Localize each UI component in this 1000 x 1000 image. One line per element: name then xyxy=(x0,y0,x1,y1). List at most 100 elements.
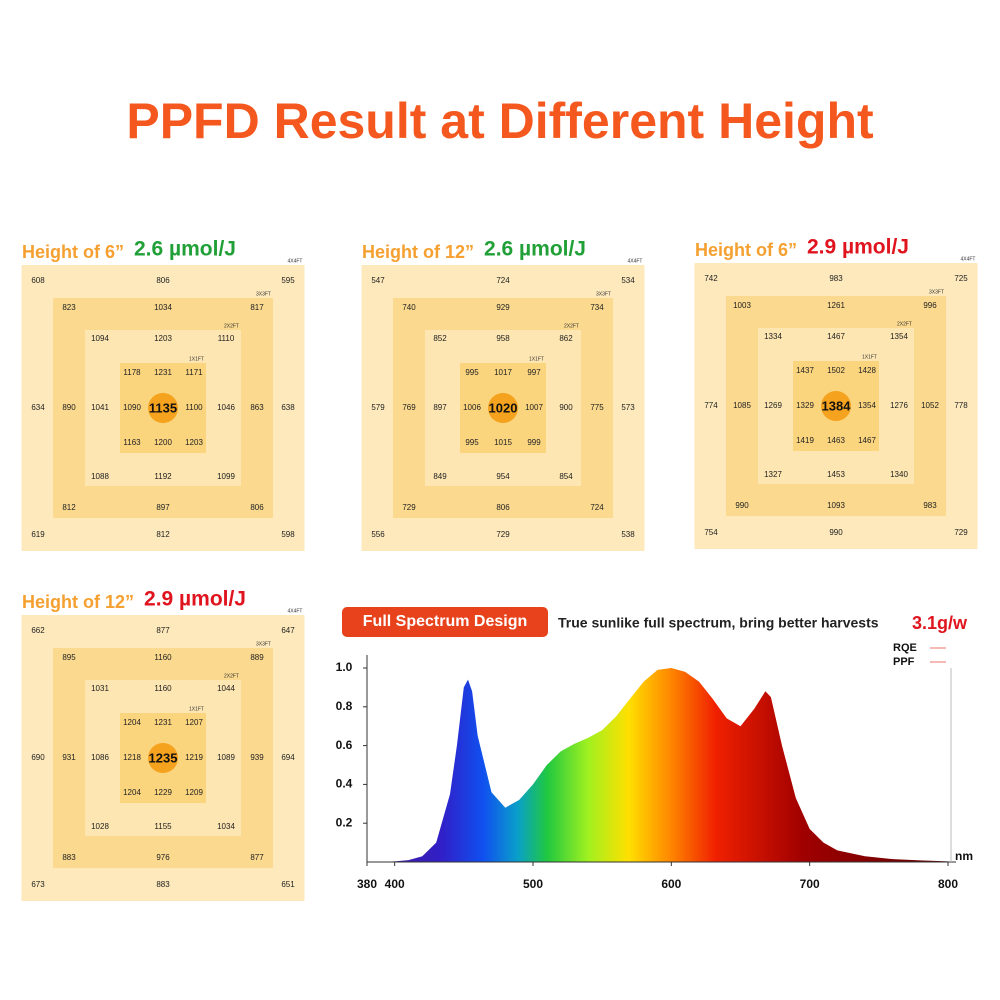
ppfd-value: 638 xyxy=(281,403,295,412)
center-value: 1020 xyxy=(489,400,518,415)
ppfd-value: 883 xyxy=(62,853,76,862)
ppfd-value: 1100 xyxy=(185,403,203,412)
ppfd-value: 724 xyxy=(590,503,604,512)
x-tick-label: 400 xyxy=(385,877,405,891)
ppfd-value: 849 xyxy=(433,472,447,481)
ppfd-value: 729 xyxy=(496,530,510,539)
ppfd-value: 897 xyxy=(433,403,447,412)
ppfd-value: 862 xyxy=(559,334,573,343)
ppfd-value: 742 xyxy=(704,274,718,283)
spectrum-area xyxy=(367,668,948,862)
ppfd-value: 690 xyxy=(31,753,45,762)
ppfd-value: 725 xyxy=(954,274,968,283)
efficiency: 2.9 µmol/J xyxy=(807,236,909,259)
ppfd-value: 1015 xyxy=(494,438,512,447)
ppfd-value: 883 xyxy=(156,880,170,889)
area-label: 4X4FT xyxy=(287,608,302,614)
ppfd-value: 1203 xyxy=(154,334,172,343)
ppfd-value: 863 xyxy=(250,403,264,412)
ppfd-value: 1163 xyxy=(123,438,141,447)
ppfd-value: 806 xyxy=(496,503,510,512)
page-title: PPFD Result at Different Height xyxy=(126,93,874,149)
ppfd-value: 877 xyxy=(156,626,170,635)
ppfd-value: 990 xyxy=(735,501,749,510)
ppfd-value: 538 xyxy=(621,530,635,539)
ppfd-value: 806 xyxy=(156,276,170,285)
ppfd-value: 958 xyxy=(496,334,510,343)
ppfd-value: 1155 xyxy=(154,822,172,831)
ppfd-value: 579 xyxy=(371,403,385,412)
ppfd-value: 573 xyxy=(621,403,635,412)
area-label: 1X1FT xyxy=(529,356,544,362)
x-tick-label: 500 xyxy=(523,877,543,891)
center-dot xyxy=(488,393,518,423)
ppfd-value: 1006 xyxy=(463,403,481,412)
legend-label: PPF xyxy=(893,656,915,668)
ppfd-value: 651 xyxy=(281,880,295,889)
ppfd-value: 1046 xyxy=(217,403,235,412)
banner-text: Full Spectrum Design xyxy=(363,613,527,630)
ppfd-value: 1218 xyxy=(123,753,141,762)
ppfd-value: 976 xyxy=(156,853,170,862)
ppfd-value: 1052 xyxy=(921,401,939,410)
x-tick-label: 700 xyxy=(800,877,820,891)
area-label: 4X4FT xyxy=(627,258,642,264)
ppfd-value: 1031 xyxy=(91,684,109,693)
area-label: 3X3FT xyxy=(929,289,944,295)
ppfd-value: 1093 xyxy=(827,501,845,510)
ppfd-value: 1160 xyxy=(154,653,172,662)
center-value: 1235 xyxy=(149,750,178,765)
ppfd-value: 1219 xyxy=(185,753,203,762)
ppfd-value: 1094 xyxy=(91,334,109,343)
ppfd-value: 1207 xyxy=(185,718,203,727)
ppfd-value: 1453 xyxy=(827,470,845,479)
ppfd-value: 995 xyxy=(465,368,479,377)
ppfd-value: 598 xyxy=(281,530,295,539)
area-label: 3X3FT xyxy=(596,291,611,297)
ppfd-value: 1017 xyxy=(494,368,512,377)
height-label: Height of 6” xyxy=(22,242,124,262)
area-label: 1X1FT xyxy=(189,356,204,362)
ppfd-value: 1419 xyxy=(796,436,814,445)
y-tick-label: 0.4 xyxy=(336,777,353,791)
ppfd-value: 595 xyxy=(281,276,295,285)
ppfd-value: 1171 xyxy=(185,368,203,377)
ppfd-value: 817 xyxy=(250,303,264,312)
ppfd-value: 939 xyxy=(250,753,264,762)
ppfd-value: 1041 xyxy=(91,403,109,412)
ppfd-value: 1085 xyxy=(733,401,751,410)
ppfd-value: 983 xyxy=(829,274,843,283)
ppfd-value: 619 xyxy=(31,530,45,539)
ppfd-value: 556 xyxy=(371,530,385,539)
ppfd-value: 1354 xyxy=(890,332,908,341)
ppfd-value: 823 xyxy=(62,303,76,312)
ppfd-value: 729 xyxy=(402,503,416,512)
area-label: 4X4FT xyxy=(960,256,975,262)
ppfd-value: 547 xyxy=(371,276,385,285)
ppfd-value: 1269 xyxy=(764,401,782,410)
ppfd-value: 1334 xyxy=(764,332,782,341)
ppfd-value: 954 xyxy=(496,472,510,481)
x-unit: nm xyxy=(955,849,973,863)
ppfd-value: 1276 xyxy=(890,401,908,410)
ppfd-value: 812 xyxy=(156,530,170,539)
height-label: Height of 12” xyxy=(22,592,134,612)
y-tick-label: 0.6 xyxy=(336,738,353,752)
height-label: Height of 12” xyxy=(362,242,474,262)
ppfd-value: 1088 xyxy=(91,472,109,481)
ppfd-value: 889 xyxy=(250,653,264,662)
ppfd-value: 900 xyxy=(559,403,573,412)
ppfd-value: 1229 xyxy=(154,788,172,797)
area-label: 1X1FT xyxy=(862,354,877,360)
ppfd-value: 774 xyxy=(704,401,718,410)
ppfd-value: 1034 xyxy=(217,822,235,831)
ppfd-value: 1437 xyxy=(796,366,814,375)
ppfd-value: 996 xyxy=(923,301,937,310)
ppfd-value: 1090 xyxy=(123,403,141,412)
ppfd-value: 1231 xyxy=(154,718,172,727)
ppfd-value: 775 xyxy=(590,403,604,412)
area-label: 2X2FT xyxy=(224,323,239,329)
ppfd-value: 1086 xyxy=(91,753,109,762)
ppfd-value: 634 xyxy=(31,403,45,412)
